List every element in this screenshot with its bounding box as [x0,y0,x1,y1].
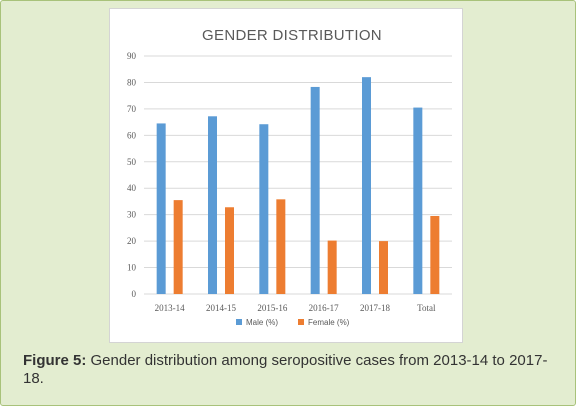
y-tick-label: 70 [127,104,137,114]
bar-female-Total [430,215,440,294]
bar-female-2017-18 [379,241,388,294]
x-tick-label: Total [417,303,436,313]
caption-text: Gender distribution among seropositive c… [23,352,548,387]
gender-distribution-chart: GENDER DISTRIBUTION 0102030405060708090 … [127,27,452,327]
y-tick-label: 80 [127,77,137,87]
y-tick-label: 90 [127,51,137,61]
x-tick-label: 2014-15 [206,303,236,313]
y-tick-label: 50 [127,157,137,167]
bar-male-2015-16 [259,124,269,294]
bar-female-2015-16 [276,199,286,294]
legend-swatch-male [236,319,242,325]
bar-male-2013-14 [156,123,166,294]
bar-female-2016-17 [327,240,337,294]
bar-male-2014-15 [208,116,217,294]
figure-caption: Figure 5: Gender distribution among sero… [23,352,555,388]
y-tick-label: 0 [132,289,137,299]
x-tick-label: 2017-18 [360,303,390,313]
chart-title: GENDER DISTRIBUTION [202,27,382,44]
bar-male-2017-18 [362,77,371,295]
y-tick-label: 60 [127,130,137,140]
caption-label: Figure 5: [23,352,87,369]
x-tick-label: 2013-14 [155,303,185,313]
bar-male-2016-17 [310,86,320,294]
y-tick-label: 20 [127,236,137,246]
x-tick-label: 2015-16 [257,303,287,313]
y-tick-label: 10 [127,263,137,273]
bar-male-Total [413,107,423,294]
bar-female-2013-14 [173,200,183,294]
chart-area: GENDER DISTRIBUTION 0 10 20 30 40 50 60 70 80 90 … [109,8,463,343]
x-tick-label: 2016-17 [309,303,339,313]
legend-label-male: Male (%) [246,318,278,327]
legend-label-female: Female (%) [308,318,350,327]
bar-female-2014-15 [225,207,234,294]
y-tick-label: 30 [127,210,137,220]
y-tick-label: 40 [127,183,137,193]
legend-swatch-female [298,319,304,325]
